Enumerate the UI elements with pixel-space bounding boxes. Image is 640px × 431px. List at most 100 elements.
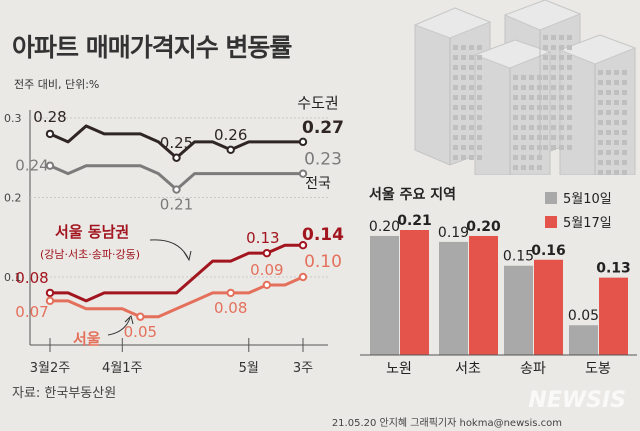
building-window xyxy=(453,155,458,160)
building-window xyxy=(537,145,542,150)
building-window xyxy=(477,75,482,80)
building-window xyxy=(606,80,611,85)
callout-arrow xyxy=(149,239,189,259)
building-window xyxy=(469,85,474,90)
callout-arrow xyxy=(107,317,131,336)
legend-label: 5월17일 xyxy=(563,216,612,231)
building-window xyxy=(543,85,548,90)
building-window xyxy=(567,115,572,120)
x-tick-label: 4월1주 xyxy=(102,361,143,375)
data-label: 0.24 xyxy=(15,157,48,175)
building-window xyxy=(469,145,474,150)
chart-title: 아파트 매매가격지수 변동률 xyxy=(12,33,292,62)
building-window xyxy=(513,85,518,90)
data-point xyxy=(262,248,272,258)
building-window xyxy=(529,155,534,160)
building-window xyxy=(513,95,518,100)
building-window xyxy=(469,75,474,80)
building-window xyxy=(477,155,482,160)
building-window xyxy=(461,95,466,100)
building-window xyxy=(614,80,619,85)
building-window xyxy=(453,95,458,100)
building-window xyxy=(567,75,572,80)
category-label: 노원 xyxy=(386,361,412,377)
building-window xyxy=(551,125,556,130)
building-window xyxy=(622,90,627,95)
building-window xyxy=(606,70,611,75)
building-window xyxy=(543,95,548,100)
building-window xyxy=(543,115,548,120)
building-window xyxy=(622,80,627,85)
building-window xyxy=(551,85,556,90)
data-point xyxy=(172,153,181,162)
building-window xyxy=(559,135,564,140)
building-window xyxy=(453,125,458,130)
building-window xyxy=(622,170,627,175)
building-window xyxy=(521,135,526,140)
legend-label: 5월10일 xyxy=(563,192,612,207)
building-window xyxy=(622,140,627,145)
building-window xyxy=(513,125,518,130)
bar-value-label: 0.05 xyxy=(568,308,599,324)
building-window xyxy=(559,125,564,130)
building-window xyxy=(469,155,474,160)
building-window xyxy=(551,65,556,70)
building-window xyxy=(513,75,518,80)
building-window xyxy=(598,140,603,145)
data-label: 0.26 xyxy=(214,126,247,144)
data-point xyxy=(226,145,235,154)
x-tick-label: 3월2주 xyxy=(30,361,71,375)
building-window xyxy=(606,110,611,115)
building-window xyxy=(559,115,564,120)
data-label: 0.10 xyxy=(304,252,342,272)
building-window xyxy=(622,150,627,155)
building-window xyxy=(477,135,482,140)
data-label: 0.21 xyxy=(160,196,193,214)
building-window xyxy=(598,70,603,75)
building-window xyxy=(453,65,458,70)
building-window xyxy=(567,55,572,60)
building-window xyxy=(559,145,564,150)
building-window xyxy=(559,105,564,110)
building-window xyxy=(567,105,572,110)
building-window xyxy=(598,110,603,115)
x-tick-label: 5월 xyxy=(239,361,259,375)
building-window xyxy=(461,145,466,150)
bar xyxy=(439,241,468,355)
building-window xyxy=(513,145,518,150)
building-window xyxy=(559,85,564,90)
building-window xyxy=(521,165,526,170)
building-window xyxy=(551,115,556,120)
bar xyxy=(469,235,498,355)
building-window xyxy=(469,105,474,110)
data-label: 0.25 xyxy=(160,134,193,152)
building-window xyxy=(551,75,556,80)
bar-value-label: 0.20 xyxy=(466,219,501,235)
legend-swatch xyxy=(545,192,557,204)
data-point xyxy=(45,129,55,139)
data-point xyxy=(226,288,235,298)
building-window xyxy=(477,145,482,150)
data-label: 0.07 xyxy=(15,303,48,321)
building-window xyxy=(567,135,572,140)
building-window xyxy=(477,85,482,90)
y-tick-label: 0.3 xyxy=(4,112,22,125)
building-window xyxy=(537,165,542,170)
building-window xyxy=(598,160,603,165)
building-window xyxy=(606,160,611,165)
building-window xyxy=(567,95,572,100)
building-window xyxy=(477,115,482,120)
building-window xyxy=(614,90,619,95)
series-line xyxy=(50,275,304,319)
bar-value-label: 0.16 xyxy=(531,243,566,259)
series-name-national: 전국 xyxy=(305,176,331,192)
apartment-buildings-illustration xyxy=(413,0,637,175)
data-label: 0.09 xyxy=(250,261,283,279)
data-point xyxy=(45,161,55,170)
building-window xyxy=(537,105,542,110)
data-label: 0.28 xyxy=(33,108,66,126)
building-window xyxy=(477,95,482,100)
building-window xyxy=(614,70,619,75)
building-window xyxy=(529,75,534,80)
building-window xyxy=(537,135,542,140)
